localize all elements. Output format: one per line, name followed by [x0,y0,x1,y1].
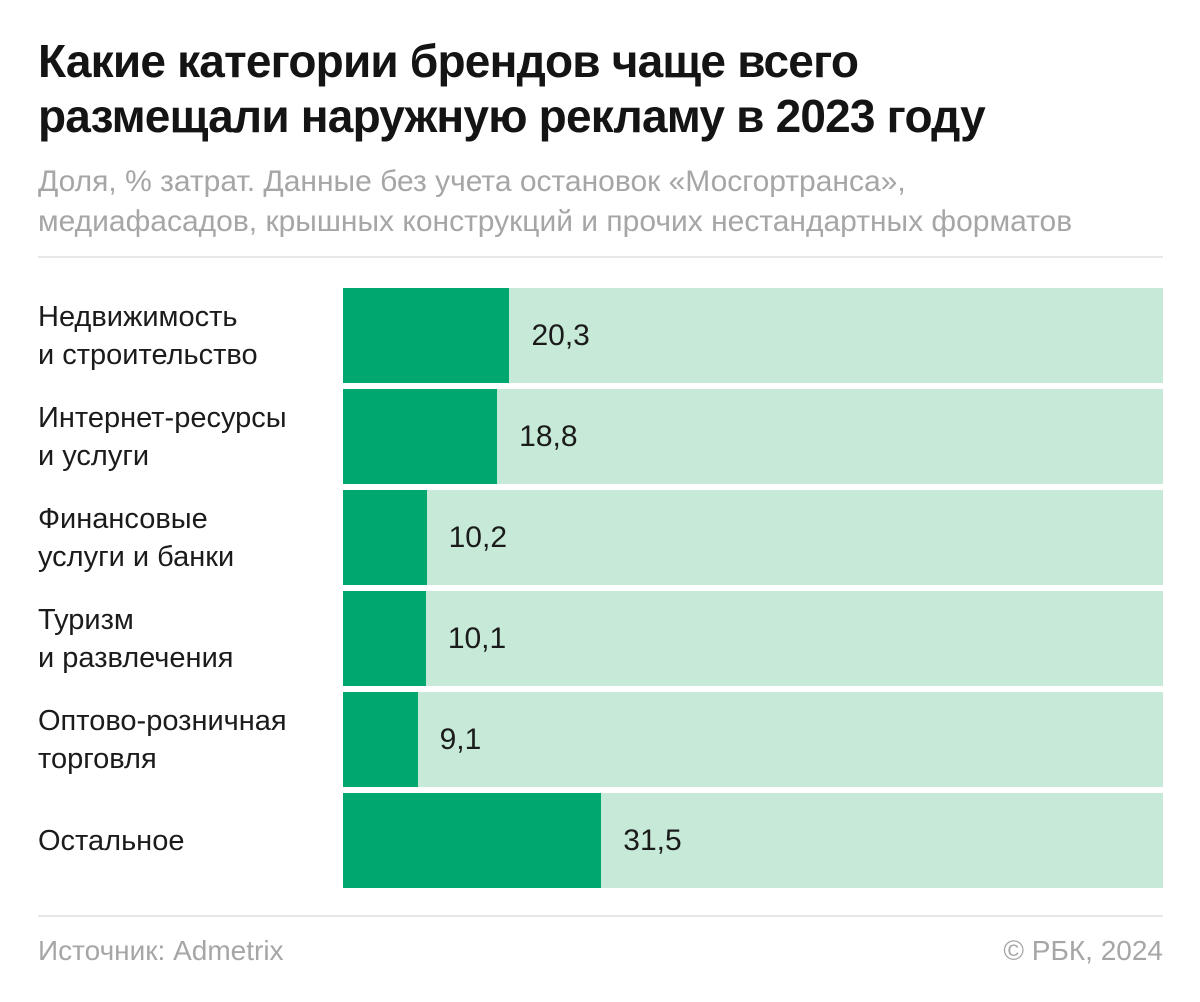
category-label: Финансовые услуги и банки [38,502,235,573]
bar-fill [343,591,426,686]
bar-row-finance: Финансовые услуги и банки 10,2 [38,490,1163,585]
bar-track: 18,8 [343,389,1163,484]
bar-fill [343,288,510,383]
bar-value-label: 18,8 [519,419,578,453]
bar-value-label: 20,3 [531,318,590,352]
bar-track: 20,3 [343,288,1163,383]
chart-title-line-1: Какие категории брендов чаще всего [38,35,859,87]
category-label: Недвижимость и строительство [38,300,258,371]
category-label: Интернет-ресурсы и услуги [38,401,287,472]
bar-fill [343,692,418,787]
source-text: Источник: Admetrix [38,935,284,966]
category-label: Туризм и развлечения [38,603,234,674]
copyright-text: © РБК, 2024 [1003,935,1163,966]
bar-value-label: 10,2 [448,520,508,554]
bar-row-tourism: Туризм и развлечения 10,1 [38,591,1163,686]
bar-chart: Недвижимость и строительство 20,3 Интерн… [38,288,1163,888]
bar-row-real-estate: Недвижимость и строительство 20,3 [38,288,1163,383]
bar-value-label: 31,5 [623,823,682,857]
bar-fill [343,389,498,484]
footer: Источник: Admetrix © РБК, 2024 [38,933,1163,969]
chart-title-line-2: размещали наружную рекламу в 2023 году [38,90,986,142]
chart-subtitle-line-2: медиафасадов, крышных конструкций и проч… [38,205,1073,238]
category-label: Оптово-розничная торговля [38,704,287,775]
bar-fill [343,793,602,888]
bar-fill [343,490,427,585]
category-label: Остальное [38,824,185,857]
bottom-divider [38,915,1163,917]
chart-title: Какие категории брендов чаще всего разме… [38,34,1163,144]
bar-row-retail: Оптово-розничная торговля 9,1 [38,692,1163,787]
bar-track: 10,1 [343,591,1163,686]
chart-subtitle: Доля, % затрат. Данные без учета останов… [38,162,1163,242]
bar-track: 10,2 [343,490,1163,585]
bar-row-internet: Интернет-ресурсы и услуги 18,8 [38,389,1163,484]
bar-track: 9,1 [343,692,1163,787]
top-divider [38,256,1163,258]
bar-row-other: Остальное 31,5 [38,793,1163,888]
bar-value-label: 10,1 [447,621,507,655]
bar-track: 31,5 [343,793,1163,888]
chart-subtitle-line-1: Доля, % затрат. Данные без учета останов… [38,165,906,198]
bar-value-label: 9,1 [439,722,482,756]
